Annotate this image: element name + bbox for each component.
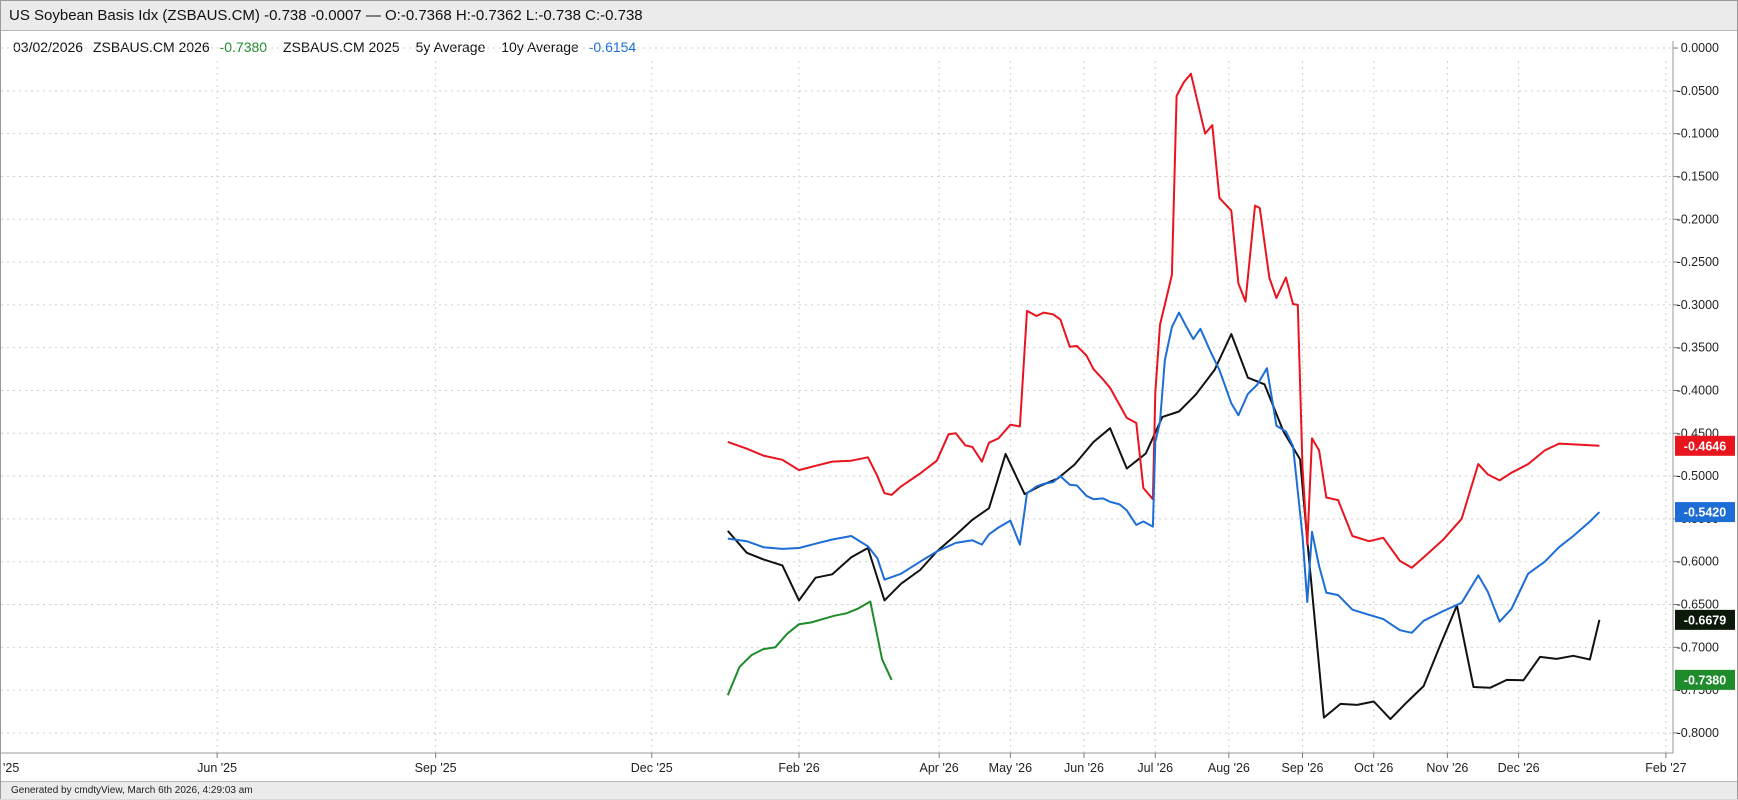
- x-tick-label: Jun '25: [197, 761, 237, 775]
- x-tick-label: Oct '26: [1354, 761, 1393, 775]
- y-tick-label: -0.8000: [1677, 726, 1719, 740]
- x-tick-label: Apr '26: [920, 761, 959, 775]
- x-tick-label: Feb '27: [1645, 761, 1686, 775]
- y-tick-label: -0.2000: [1677, 212, 1719, 226]
- y-tick-label: -0.7000: [1677, 640, 1719, 654]
- legend-label-5y: 5y Average: [415, 39, 486, 55]
- x-tick-label: Jul '26: [1137, 761, 1173, 775]
- last-value-tag: [1675, 669, 1735, 690]
- x-tick-label: Dec '26: [1498, 761, 1540, 775]
- x-tick-label: Jun '26: [1064, 761, 1104, 775]
- legend-item-5y-average[interactable]: 5y Average: [416, 39, 492, 55]
- y-tick-label: -0.3500: [1677, 341, 1719, 355]
- last-value-tag-label: -0.6679: [1684, 613, 1726, 627]
- x-axis: Mar '25 Jun '25 Sep '25 Dec '25 Feb '26 Apr '…: [1, 753, 1687, 775]
- x-tick-label: Mar '25: [1, 761, 19, 775]
- legend-item-2026[interactable]: ZSBAUS.CM 2026 -0.7380: [93, 39, 273, 55]
- y-tick-label: -0.6500: [1677, 598, 1719, 612]
- series-line-10y-average: [727, 311, 1601, 634]
- legend: 03/02/2026 ZSBAUS.CM 2026 -0.7380 ZSBAUS…: [13, 37, 648, 57]
- legend-label-10y: 10y Average: [501, 39, 579, 55]
- series-line-zsbaus-cm-2025: [727, 333, 1601, 721]
- last-value-tag: [1675, 502, 1735, 523]
- last-value-tag-label: -0.4646: [1684, 439, 1726, 453]
- last-value-tag: [1675, 435, 1735, 456]
- y-axis: 0.0000 -0.0500 -0.1000 -0.1500 -0.2000 -0.250…: [1673, 41, 1719, 740]
- y-tick-label: -0.1500: [1677, 169, 1719, 183]
- legend-item-10y-average[interactable]: 10y Average -0.6154: [501, 39, 642, 55]
- series-line-zsbaus-cm-2026: [726, 600, 893, 696]
- last-value-tag: [1675, 609, 1735, 630]
- x-tick-label: Sep '25: [415, 761, 457, 775]
- last-value-tags: -0.4646 -0.5420 -0.6679 -0.7380: [1675, 435, 1735, 690]
- x-tick-label: Nov '26: [1426, 761, 1468, 775]
- x-tick-label: Dec '25: [631, 761, 673, 775]
- last-value-tag-label: -0.5420: [1684, 506, 1726, 520]
- y-tick-label: -0.3000: [1677, 298, 1719, 312]
- legend-value-10y: -0.6154: [588, 39, 637, 55]
- x-tick-label: Sep '26: [1281, 761, 1323, 775]
- y-tick-label: -0.4000: [1677, 383, 1719, 397]
- y-tick-label: -0.5000: [1677, 469, 1719, 483]
- legend-label-2026: ZSBAUS.CM 2026: [92, 39, 210, 55]
- legend-date: 03/02/2026: [13, 39, 84, 55]
- series-layer: [726, 72, 1601, 721]
- chart-title: US Soybean Basis Idx (ZSBAUS.CM) -0.738 …: [1, 1, 1737, 31]
- y-tick-label: -0.0500: [1677, 84, 1719, 98]
- y-tick-label: -0.1000: [1677, 127, 1719, 141]
- x-tick-label: May '26: [989, 761, 1032, 775]
- grid-layer: [1, 47, 1673, 753]
- footer-generated-by: Generated by cmdtyView, March 6th 2026, …: [1, 781, 1737, 799]
- x-tick-label: Aug '26: [1208, 761, 1250, 775]
- last-value-tag-label: -0.7380: [1684, 673, 1726, 687]
- legend-value-2026: -0.7380: [219, 39, 268, 55]
- legend-label-2025: ZSBAUS.CM 2025: [282, 39, 400, 55]
- y-tick-label: 0.0000: [1681, 41, 1719, 55]
- y-tick-label: -0.6000: [1677, 555, 1719, 569]
- x-tick-label: Feb '26: [778, 761, 819, 775]
- legend-item-2025[interactable]: ZSBAUS.CM 2025: [283, 39, 406, 55]
- y-tick-label: -0.2500: [1677, 255, 1719, 269]
- series-line-5y-average: [727, 72, 1600, 569]
